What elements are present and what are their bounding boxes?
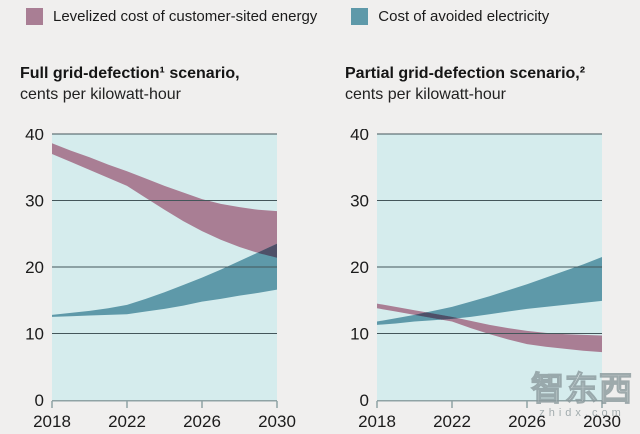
legend-swatch-avoided [351,8,369,25]
legend-item-levelized: Levelized cost of customer-sited energy [26,8,317,25]
left-chart-title-block: Full grid-defection¹ scenario, cents per… [20,63,320,105]
left-chart-title: Full grid-defection¹ scenario, [20,65,240,82]
x-tick-label: 2026 [183,412,221,429]
avoided-electricity-band [52,243,277,317]
legend-label-levelized: Levelized cost of customer-sited energy [53,8,318,25]
x-tick-label: 2030 [583,412,621,429]
x-tick-label: 2030 [258,412,296,429]
left-chart-subtitle: cents per kilowatt-hour [20,86,181,103]
legend-swatch-levelized [26,8,43,25]
y-tick-label: 10 [350,325,369,344]
y-tick-label: 0 [360,391,369,410]
band-overlap [415,312,458,320]
x-tick-label: 2022 [433,412,471,429]
x-tick-label: 2022 [108,412,146,429]
x-tick-label: 2018 [358,412,396,429]
right-chart-subtitle: cents per kilowatt-hour [345,86,506,103]
y-tick-label: 20 [25,258,44,277]
y-tick-label: 10 [25,325,44,344]
right-chart-title: Partial grid-defection scenario,² [345,65,586,82]
legend-item-avoided: Cost of avoided electricity [351,8,549,25]
legend-label-avoided: Cost of avoided electricity [378,8,550,25]
x-tick-label: 2018 [33,412,71,429]
y-tick-label: 30 [350,192,369,211]
avoided-electricity-band [377,257,602,325]
y-tick-label: 40 [350,129,369,144]
y-tick-label: 40 [25,129,44,144]
x-tick-label: 2026 [508,412,546,429]
y-tick-label: 20 [350,258,369,277]
y-tick-label: 0 [35,391,44,410]
legend: Levelized cost of customer-sited energy … [26,8,549,25]
y-tick-label: 30 [25,192,44,211]
right-chart-title-block: Partial grid-defection scenario,² cents … [345,63,640,105]
